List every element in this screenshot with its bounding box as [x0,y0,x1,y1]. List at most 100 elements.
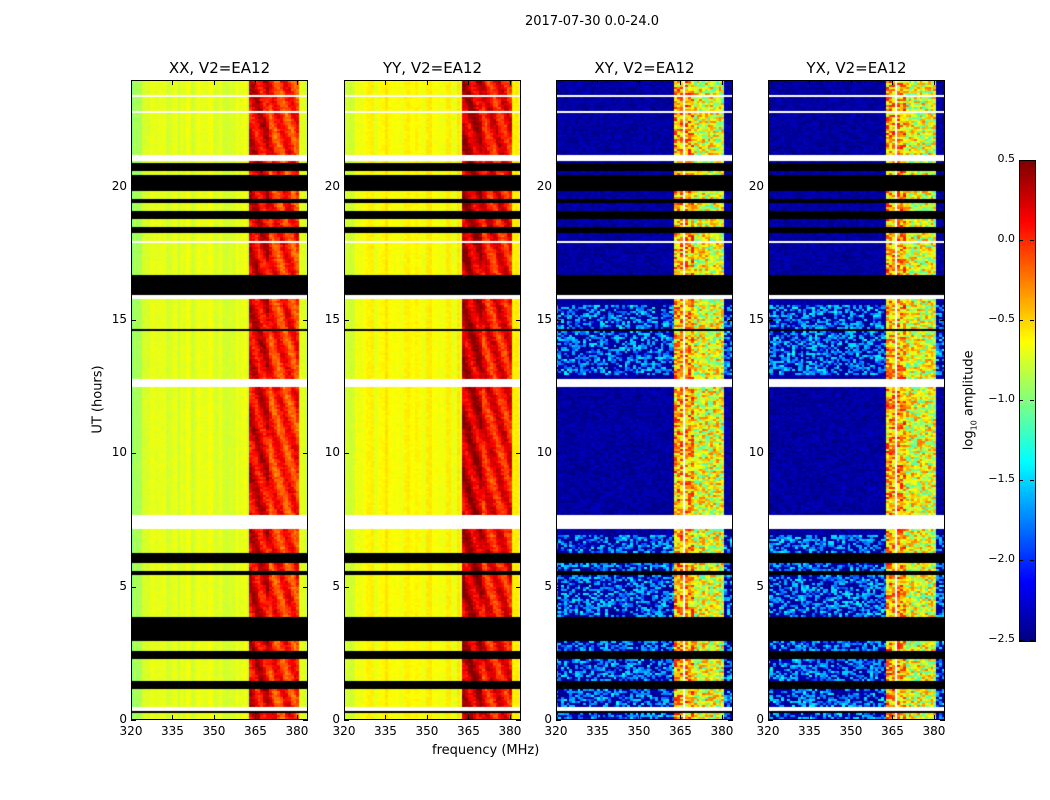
y-tick-mark [516,186,521,188]
y-tick-label: 20 [324,178,340,193]
y-tick-mark [728,186,733,188]
y-tick-label: 5 [119,578,127,593]
figure-title: 2017-07-30 0.0-24.0 [525,14,659,29]
x-tick-label: 320 [756,724,780,738]
y-tick-mark [768,720,773,721]
y-tick-mark [556,586,561,588]
y-tick-mark [728,720,733,721]
y-tick-mark [728,453,733,455]
y-tick-mark [556,720,561,721]
x-tick-mark [768,715,769,720]
colorbar-tick-mark [1030,320,1034,321]
y-tick-label: 0 [544,712,552,726]
x-tick-mark [385,80,387,85]
x-tick-label: 350 [415,724,439,738]
x-tick-mark [809,715,811,720]
y-tick-mark [768,586,773,588]
y-tick-label: 10 [111,445,127,460]
y-tick-mark [556,453,561,455]
y-tick-mark [303,186,308,188]
y-tick-mark [303,453,308,455]
x-tick-mark [768,80,769,85]
x-tick-label: 335 [586,724,609,738]
x-tick-mark [255,80,257,85]
colorbar-tick-mark [1030,480,1034,481]
y-tick-label: 20 [748,178,764,193]
colorbar-tick-mark [1019,320,1023,321]
x-tick-mark [892,715,894,720]
colorbar-tick-label: 0.0 [997,232,1016,245]
y-tick-label: 0 [119,712,127,726]
y-tick-label: 10 [324,445,340,460]
x-tick-mark [213,80,215,85]
y-tick-mark [131,186,136,188]
x-tick-label: 335 [798,724,821,738]
y-tick-label: 0 [756,712,764,726]
x-tick-mark [809,80,811,85]
x-tick-mark [296,80,298,85]
x-tick-mark [426,80,428,85]
y-tick-label: 10 [536,445,552,460]
y-tick-label: 5 [756,578,764,593]
colorbar [1019,160,1036,642]
colorbar-tick-mark [1019,640,1023,641]
colorbar-tick-label: −1.5 [988,472,1015,485]
x-tick-label: 365 [457,724,480,738]
colorbar-tick-label: −0.5 [988,312,1015,325]
colorbar-tick-label: −2.0 [988,552,1015,565]
panel-title: YX, V2=EA12 [806,59,907,77]
x-tick-label: 365 [881,724,904,738]
x-tick-mark [131,715,132,720]
y-tick-mark [940,186,945,188]
x-tick-mark [255,715,257,720]
y-tick-mark [940,586,945,588]
x-tick-mark [468,80,470,85]
heatmap-xx [131,80,308,720]
y-tick-label: 15 [748,312,764,326]
x-tick-label: 335 [161,724,184,738]
x-axis-label: frequency (MHz) [432,743,540,758]
x-tick-mark [850,715,852,720]
panel-title: YY, V2=EA12 [382,59,483,77]
y-tick-label: 5 [332,578,340,593]
x-tick-label: 350 [627,724,651,738]
y-tick-mark [344,720,349,721]
y-tick-label: 15 [111,312,127,326]
x-tick-mark [597,715,599,720]
y-tick-mark [940,453,945,455]
y-axis-label: UT (hours) [90,365,106,434]
x-tick-label: 350 [839,724,863,738]
x-tick-label: 320 [332,724,356,738]
colorbar-tick-label: −2.5 [988,632,1015,645]
x-tick-label: 365 [669,724,692,738]
y-tick-mark [344,320,349,321]
y-tick-mark [768,186,773,188]
colorbar-tick-mark [1019,160,1023,161]
panel-title: XY, V2=EA12 [594,59,695,77]
colorbar-tick-mark [1019,240,1023,241]
colorbar-tick-label: 0.5 [997,152,1016,165]
colorbar-tick-mark [1030,640,1034,641]
x-tick-label: 320 [119,724,143,738]
x-tick-mark [721,715,723,720]
y-tick-mark [516,586,521,588]
y-tick-mark [131,586,136,588]
x-tick-label: 335 [374,724,397,738]
y-tick-label: 0 [332,712,340,726]
x-tick-mark [933,80,935,85]
x-tick-mark [597,80,599,85]
x-tick-mark [638,715,640,720]
colorbar-tick-mark [1019,560,1023,561]
panel-title: XX, V2=EA12 [168,59,271,77]
x-tick-mark [680,80,682,85]
y-tick-mark [768,453,773,455]
y-tick-mark [344,453,349,455]
y-tick-mark [131,720,136,721]
y-tick-mark [344,586,349,588]
x-tick-label: 380 [498,724,522,738]
y-tick-mark [940,720,945,721]
y-tick-mark [940,320,945,321]
y-tick-label: 15 [536,312,552,326]
y-tick-mark [728,320,733,321]
